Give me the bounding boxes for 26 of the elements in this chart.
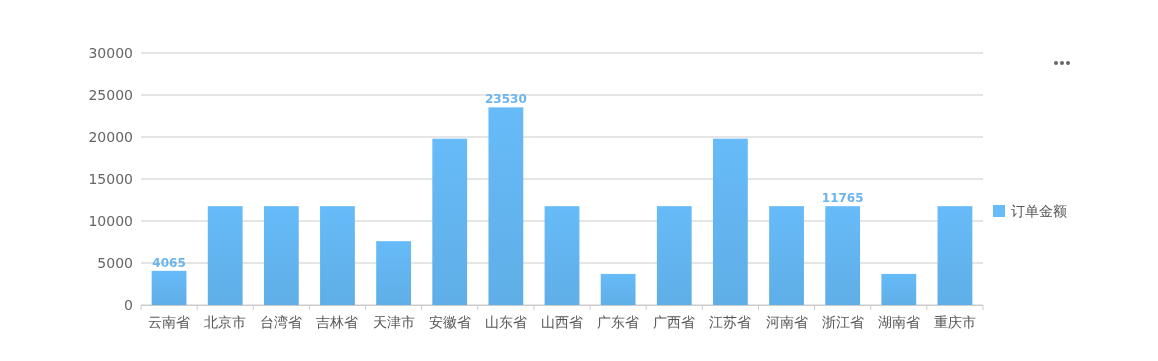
x-tick-label: 河南省 (765, 314, 808, 330)
x-tick-label: 江苏省 (709, 314, 752, 330)
y-tick-label: 0 (124, 297, 133, 313)
x-tick-label: 北京市 (204, 314, 247, 330)
x-tick-label: 山西省 (541, 314, 583, 330)
y-tick-label: 20000 (88, 129, 133, 145)
x-tick-label: 安徽省 (428, 314, 471, 330)
y-tick-label: 15000 (88, 171, 133, 187)
x-tick-label: 广东省 (597, 314, 640, 330)
y-tick-label: 10000 (88, 213, 133, 229)
x-tick-label: 天津市 (372, 314, 415, 330)
x-tick-label: 台湾省 (260, 314, 303, 330)
x-tick-label: 吉林省 (316, 314, 359, 330)
y-tick-label: 25000 (88, 87, 133, 103)
y-tick-label: 5000 (97, 255, 133, 271)
x-tick-label: 浙江省 (821, 314, 864, 330)
y-tick-label: 30000 (88, 45, 133, 61)
x-tick-label: 云南省 (148, 314, 191, 330)
x-tick-label: 山东省 (484, 314, 527, 330)
x-tick-label: 广西省 (653, 314, 696, 330)
data-label: 4065 (152, 255, 186, 270)
data-label: 23530 (484, 92, 527, 107)
x-tick-label: 湖南省 (877, 314, 920, 330)
x-tick-label: 重庆市 (933, 314, 976, 330)
legend-label: 订单金额 (1011, 203, 1067, 219)
data-label: 11765 (821, 191, 864, 206)
